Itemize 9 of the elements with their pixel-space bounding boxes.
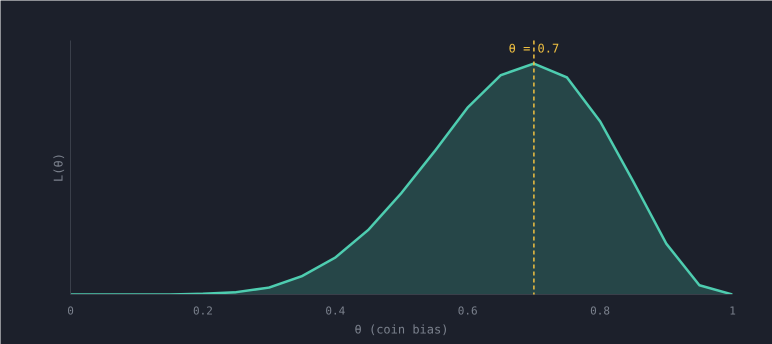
x-tick-label: 0.6 [458, 304, 478, 318]
x-tick-label: 1 [729, 304, 736, 318]
ref-line-label: θ = 0.7 [508, 42, 560, 56]
x-tick-label: 0.8 [590, 304, 610, 318]
x-tick-label: 0 [67, 304, 74, 318]
x-tick-label: 0.2 [192, 304, 213, 318]
x-axis-title: θ (coin bias) [354, 322, 448, 336]
y-axis-title: L(θ) [52, 153, 66, 182]
x-tick-label: 0.4 [325, 304, 346, 318]
